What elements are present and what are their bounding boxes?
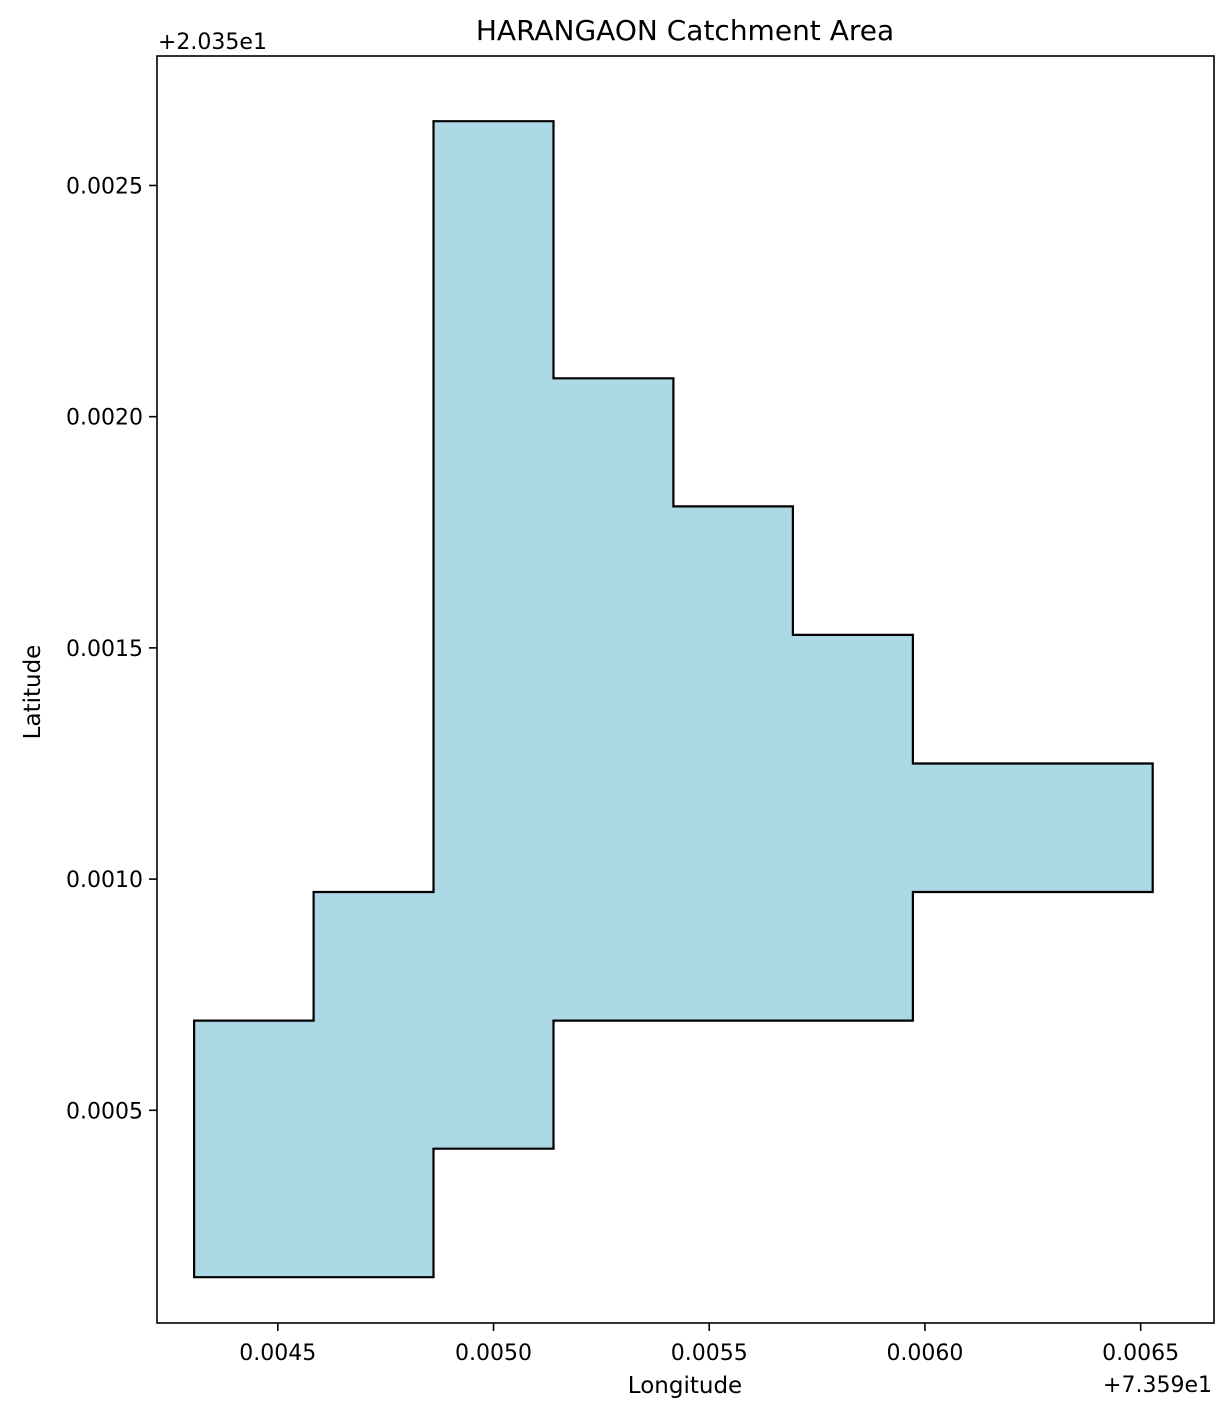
x-tick-label: 0.0060 bbox=[886, 1341, 963, 1366]
x-offset-label: +7.359e1 bbox=[1103, 1373, 1212, 1398]
x-axis-label: Longitude bbox=[628, 1373, 742, 1399]
x-axis: 0.0045 0.0050 0.0055 0.0060 0.0065 bbox=[239, 1323, 1179, 1366]
y-tick-label: 0.0020 bbox=[66, 406, 143, 431]
x-tick-label: 0.0045 bbox=[239, 1341, 316, 1366]
x-tick-label: 0.0055 bbox=[671, 1341, 748, 1366]
catchment-polygon bbox=[193, 120, 1154, 1279]
y-tick-label: 0.0025 bbox=[66, 174, 143, 199]
plot-area bbox=[193, 120, 1154, 1279]
y-tick-label: 0.0010 bbox=[66, 868, 143, 893]
y-axis-label: Latitude bbox=[20, 645, 46, 740]
y-tick-label: 0.0015 bbox=[66, 637, 143, 662]
y-tick-label: 0.0005 bbox=[66, 1099, 143, 1124]
y-offset-label: +2.035e1 bbox=[158, 30, 267, 55]
x-tick-label: 0.0065 bbox=[1102, 1341, 1179, 1366]
chart-title: HARANGAON Catchment Area bbox=[476, 14, 894, 47]
y-axis: 0.0005 0.0010 0.0015 0.0020 0.0025 bbox=[66, 174, 157, 1124]
x-tick-label: 0.0050 bbox=[455, 1341, 532, 1366]
axes-frame bbox=[156, 55, 1215, 1324]
